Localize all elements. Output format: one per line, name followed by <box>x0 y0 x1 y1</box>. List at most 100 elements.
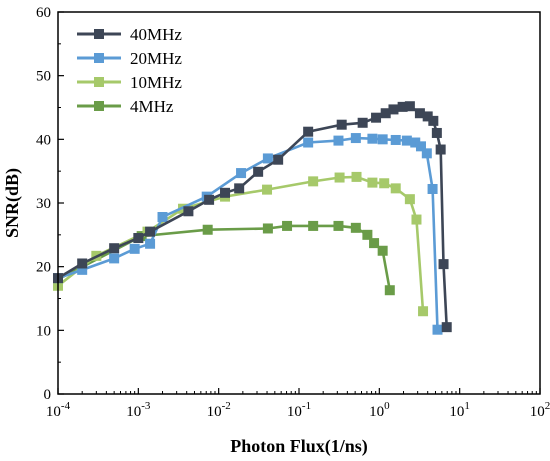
x-tick-label: 10-1 <box>287 400 311 420</box>
data-point <box>414 108 425 119</box>
data-point <box>129 243 140 254</box>
legend: 40MHz 20MHz 10MHz 4MHz <box>77 25 182 116</box>
data-point <box>303 126 314 137</box>
data-point <box>234 183 245 194</box>
legend-marker <box>94 101 104 111</box>
data-point <box>236 168 247 179</box>
legend-item: 40MHz <box>77 25 182 44</box>
y-tick-label: 60 <box>36 5 51 21</box>
series-4mhz <box>53 220 395 296</box>
data-point <box>390 134 401 145</box>
data-point <box>133 233 144 244</box>
data-point <box>336 119 347 130</box>
data-point <box>362 229 373 240</box>
legend-marker <box>94 77 104 87</box>
data-point <box>350 133 361 144</box>
series-20mhz <box>53 133 443 335</box>
x-tick-label: 101 <box>449 400 470 420</box>
data-point <box>431 127 442 138</box>
data-point <box>441 322 452 333</box>
data-point <box>282 220 293 231</box>
data-point <box>145 226 156 237</box>
data-point <box>334 172 345 183</box>
data-point <box>204 194 215 205</box>
data-point <box>404 194 415 205</box>
legend-item: 10MHz <box>77 73 182 92</box>
data-point <box>333 220 344 231</box>
data-point <box>371 112 382 123</box>
data-point <box>401 135 412 146</box>
data-point <box>183 206 194 217</box>
data-point <box>379 178 390 189</box>
data-point <box>357 117 368 128</box>
data-point <box>411 214 422 225</box>
data-point <box>77 258 88 269</box>
data-point <box>367 177 378 188</box>
y-tick-label: 10 <box>36 323 51 339</box>
y-tick-label: 20 <box>36 260 51 276</box>
data-point <box>397 101 408 112</box>
x-tick-label: 10-4 <box>46 400 71 420</box>
legend-label: 10MHz <box>130 73 182 92</box>
data-point <box>435 144 446 155</box>
data-point <box>384 285 395 296</box>
data-point <box>303 137 314 148</box>
legend-item: 20MHz <box>77 49 182 68</box>
legend-label: 40MHz <box>130 25 182 44</box>
data-point <box>77 264 88 275</box>
legend-label: 4MHz <box>130 97 174 116</box>
data-point <box>428 115 439 126</box>
x-axis-title: Photon Flux(1/ns) <box>230 436 368 457</box>
data-point <box>432 324 443 335</box>
legend-marker <box>94 53 104 63</box>
data-point <box>308 176 319 187</box>
data-point <box>145 238 156 249</box>
series-layer <box>53 101 452 335</box>
data-point <box>418 306 429 317</box>
x-tick-label: 10-2 <box>207 400 231 420</box>
y-tick-label: 0 <box>44 387 52 403</box>
data-point <box>390 183 401 194</box>
data-point <box>351 171 362 182</box>
data-point <box>262 223 273 234</box>
x-tick-label: 10-3 <box>126 400 151 420</box>
data-point <box>157 212 168 223</box>
data-point <box>253 166 264 177</box>
legend-item: 4MHz <box>77 97 174 116</box>
data-point <box>262 153 273 164</box>
series-line <box>57 136 439 330</box>
x-tick-label: 102 <box>530 400 550 420</box>
data-point <box>410 137 421 148</box>
data-point <box>380 108 391 119</box>
data-point <box>202 224 213 235</box>
data-point <box>422 111 433 122</box>
data-point <box>421 148 432 159</box>
data-point <box>377 134 388 145</box>
y-tick-label: 30 <box>36 196 51 212</box>
y-axis-title: SNR(dB) <box>2 168 23 238</box>
data-point <box>404 101 415 112</box>
data-point <box>308 220 319 231</box>
data-point <box>377 245 388 256</box>
data-point <box>415 141 426 152</box>
data-point <box>333 135 344 146</box>
y-tick-label: 40 <box>36 132 51 148</box>
legend-marker <box>94 29 104 39</box>
data-point <box>273 154 284 165</box>
x-axis: 10-4 10-3 10-2 10-1 100 101 102 <box>46 388 550 420</box>
y-tick-label: 50 <box>36 69 51 85</box>
data-point <box>367 133 378 144</box>
data-point <box>388 104 399 115</box>
data-point <box>109 253 120 264</box>
x-tick-label: 100 <box>369 400 390 420</box>
data-point <box>350 222 361 233</box>
y-axis: 0 10 20 30 40 50 60 <box>36 5 64 403</box>
plot-frame <box>57 11 541 395</box>
data-point <box>369 238 380 249</box>
series-line <box>57 224 392 291</box>
legend-label: 20MHz <box>130 49 182 68</box>
data-point <box>109 243 120 254</box>
data-point <box>438 259 449 270</box>
data-point <box>427 183 438 194</box>
